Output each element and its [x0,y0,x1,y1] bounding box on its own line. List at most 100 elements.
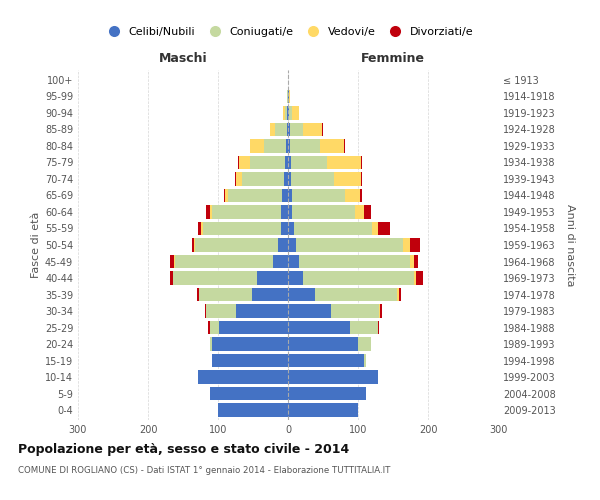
Bar [287,90,288,103]
Bar [350,321,377,334]
Bar [283,106,284,120]
Bar [205,304,206,318]
Bar [199,222,201,235]
Bar [288,123,290,136]
Bar [284,106,287,120]
Bar [358,338,371,350]
Legend: Celibi/Nubili, Coniugati/e, Vedovi/e, Divorziati/e: Celibi/Nubili, Coniugati/e, Vedovi/e, Di… [103,26,473,36]
Bar [239,156,250,169]
Text: Femmine: Femmine [361,52,425,65]
Bar [170,255,174,268]
Bar [197,288,199,301]
Text: Maschi: Maschi [158,52,208,65]
Bar [209,387,288,400]
Bar [377,370,379,384]
Bar [379,304,380,318]
Bar [303,123,322,136]
Bar [281,206,288,218]
Bar [263,140,286,152]
Bar [284,172,288,186]
Bar [212,206,281,218]
Bar [203,222,281,235]
Bar [322,123,323,136]
Bar [288,206,292,218]
Bar [228,189,283,202]
Bar [250,156,285,169]
Bar [173,272,257,284]
Bar [194,238,195,252]
Bar [314,288,397,301]
Bar [238,156,239,169]
Y-axis label: Fasce di età: Fasce di età [31,212,41,278]
Bar [288,354,364,367]
Bar [361,172,362,186]
Bar [251,288,288,301]
Bar [334,172,361,186]
Bar [199,370,288,384]
Bar [209,338,212,350]
Bar [206,304,235,318]
Bar [209,321,220,334]
Bar [201,222,203,235]
Bar [288,338,358,350]
Bar [288,404,358,416]
Bar [288,272,304,284]
Bar [288,140,290,152]
Bar [242,172,284,186]
Bar [272,255,288,268]
Bar [290,140,320,152]
Bar [292,206,355,218]
Bar [283,189,288,202]
Bar [281,222,288,235]
Bar [410,238,419,252]
Bar [364,206,371,218]
Bar [235,172,236,186]
Bar [291,156,327,169]
Bar [372,222,377,235]
Bar [236,172,242,186]
Bar [289,106,292,120]
Bar [377,321,379,334]
Bar [403,238,410,252]
Bar [288,255,299,268]
Bar [218,404,288,416]
Bar [285,156,288,169]
Bar [292,189,344,202]
Text: COMUNE DI ROGLIANO (CS) - Dati ISTAT 1° gennaio 2014 - Elaborazione TUTTITALIA.I: COMUNE DI ROGLIANO (CS) - Dati ISTAT 1° … [18,466,391,475]
Bar [288,304,331,318]
Bar [288,222,293,235]
Bar [288,387,367,400]
Bar [291,172,334,186]
Bar [277,238,288,252]
Bar [212,338,288,350]
Bar [377,222,390,235]
Bar [175,255,272,268]
Bar [288,90,289,103]
Bar [275,123,287,136]
Bar [304,272,414,284]
Bar [290,123,303,136]
Bar [174,255,175,268]
Bar [360,189,361,202]
Bar [288,321,350,334]
Bar [192,238,194,252]
Bar [288,238,296,252]
Bar [331,304,379,318]
Bar [220,321,288,334]
Bar [208,321,209,334]
Text: Popolazione per età, sesso e stato civile - 2014: Popolazione per età, sesso e stato civil… [18,442,349,456]
Bar [320,140,344,152]
Bar [414,272,416,284]
Bar [199,288,251,301]
Bar [235,304,288,318]
Bar [210,206,212,218]
Bar [410,255,414,268]
Bar [195,238,277,252]
Bar [288,288,314,301]
Bar [287,123,288,136]
Bar [212,354,288,367]
Bar [355,206,364,218]
Bar [289,90,290,103]
Bar [293,222,372,235]
Bar [345,189,360,202]
